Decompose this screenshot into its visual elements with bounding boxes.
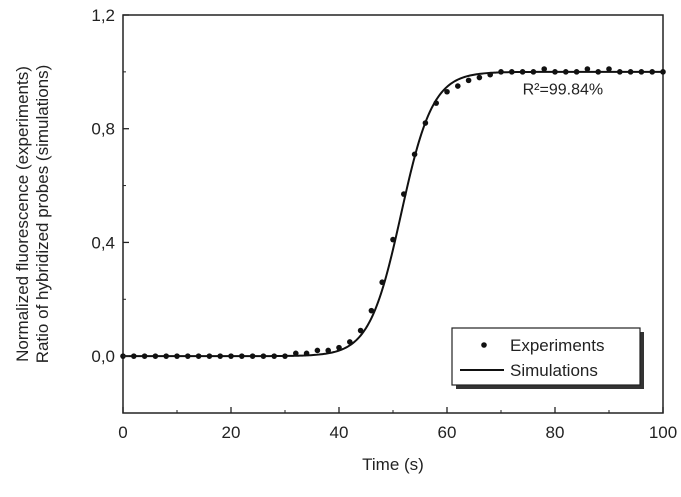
experiment-point [627, 69, 634, 75]
experiment-point [336, 344, 342, 351]
experiment-point [498, 69, 504, 75]
x-tick-label: 40 [330, 423, 349, 442]
experiments-layer [120, 66, 666, 359]
experiment-point [293, 350, 299, 357]
experiment-point [249, 353, 256, 359]
experiment-point [260, 353, 267, 359]
simulations-line [123, 70, 663, 358]
x-tick-label: 100 [649, 423, 677, 442]
experiment-point [141, 353, 148, 359]
y-axis-title-line-2: Ratio of hybridized probes (simulations) [33, 65, 52, 364]
experiment-point [455, 83, 461, 89]
experiment-point [217, 353, 223, 359]
experiment-point [433, 100, 440, 106]
experiment-point [228, 353, 234, 359]
experiment-point [509, 69, 515, 75]
legend: Experiments Simulations [451, 327, 644, 389]
experiment-point [152, 353, 159, 359]
x-tick-label: 0 [118, 423, 127, 442]
legend-simulations-label: Simulations [510, 361, 598, 380]
x-tick-label: 20 [222, 423, 241, 442]
x-axis-title: Time (s) [362, 455, 424, 474]
experiment-point [163, 353, 169, 359]
experiment-point [368, 307, 375, 314]
experiment-point [638, 69, 645, 75]
experiment-point [357, 327, 364, 334]
legend-experiments-label: Experiments [510, 336, 604, 355]
r-squared-annotation: R²=99.84% [523, 82, 604, 99]
x-axis: 0 20 40 60 80 100 [118, 407, 677, 442]
legend-experiments-marker [481, 342, 487, 348]
experiment-point [660, 69, 666, 75]
experiment-point [379, 279, 386, 286]
experiment-point [487, 71, 494, 78]
experiment-point [174, 353, 180, 359]
experiment-point [131, 353, 137, 359]
experiment-point [573, 69, 580, 75]
experiment-point [584, 66, 591, 72]
experiment-point [595, 69, 601, 75]
y-axis: 0,0 0,4 0,8 1,2 [91, 6, 129, 414]
experiment-point [444, 88, 450, 95]
experiment-point [206, 353, 213, 359]
legend-box [451, 327, 641, 386]
experiment-point [282, 353, 288, 359]
experiment-point [411, 151, 418, 158]
experiment-point [563, 69, 569, 75]
y-tick-label: 0,0 [91, 347, 115, 366]
experiment-point [606, 66, 612, 72]
y-axis-title-line-1: Normalized fluorescence (experiments) [13, 66, 32, 362]
experiment-point [239, 353, 245, 359]
experiment-point [185, 353, 191, 359]
experiment-point [649, 69, 655, 75]
simulations-layer [123, 70, 663, 358]
experiment-point [271, 353, 278, 359]
experiment-point [390, 236, 396, 243]
experiment-point [541, 66, 547, 72]
experiment-point [314, 347, 321, 354]
experiment-point [530, 69, 537, 75]
experiment-point [347, 339, 353, 345]
experiment-point [476, 74, 483, 81]
experiment-point [617, 69, 623, 75]
experiment-point [519, 69, 526, 75]
experiment-point [465, 77, 472, 84]
x-tick-label: 80 [546, 423, 565, 442]
y-tick-label: 0,8 [91, 120, 115, 139]
y-tick-label: 1,2 [91, 6, 115, 25]
y-tick-label: 0,4 [91, 233, 115, 252]
experiment-point [325, 347, 332, 354]
experiment-point [422, 120, 429, 126]
x-tick-label: 60 [438, 423, 457, 442]
experiment-point [303, 350, 310, 357]
experiment-point [401, 191, 407, 197]
experiment-point [552, 69, 558, 75]
experiment-point [195, 353, 202, 359]
